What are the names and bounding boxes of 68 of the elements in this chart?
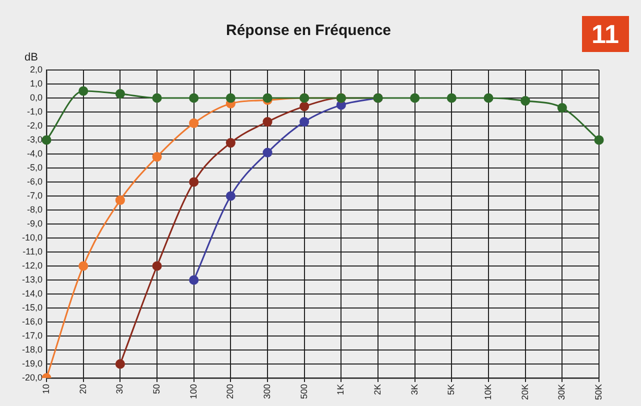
y-tick-label: -2,0: [27, 120, 43, 130]
point: [115, 89, 125, 99]
y-tick-label: -14,0: [22, 288, 43, 298]
point: [115, 195, 125, 205]
point: [410, 93, 420, 103]
point: [594, 135, 604, 145]
y-tick-label: 1,0: [30, 78, 43, 88]
point: [189, 93, 199, 103]
point: [152, 152, 162, 162]
point: [226, 191, 236, 201]
x-tick-label: 3K: [409, 384, 420, 395]
x-tick-label: 100: [188, 384, 198, 400]
y-tick-label: -3,0: [27, 134, 43, 144]
y-tick-label: -11,0: [22, 246, 43, 256]
point: [446, 93, 456, 103]
y-tick-label: -7,0: [27, 190, 43, 200]
x-tick-label: 2K: [372, 384, 382, 395]
point: [262, 148, 272, 158]
y-tick-label: -5,0: [27, 162, 43, 172]
y-tick-label: -4,0: [27, 148, 43, 158]
y-tick-label: -13,0: [22, 274, 43, 284]
y-tick-label: -12,0: [22, 260, 43, 270]
y-axis-title: dB: [24, 52, 38, 64]
point: [557, 103, 567, 113]
x-tick-label: 10K: [482, 384, 493, 400]
y-tick-label: 0,0: [30, 92, 43, 102]
y-tick-label: -15,0: [22, 302, 43, 312]
y-tick-label: -9,0: [27, 218, 43, 228]
y-tick-label: -20,0: [22, 372, 43, 382]
x-tick-label: 20K: [520, 384, 530, 400]
point: [520, 96, 530, 106]
y-tick-label: -1,0: [27, 106, 43, 116]
point: [78, 86, 88, 96]
chart-title: Réponse en Fréquence: [226, 22, 392, 40]
x-tick-label: 50: [151, 384, 162, 394]
point: [262, 117, 272, 127]
y-tick-label: -10,0: [22, 232, 43, 242]
x-tick-label: 30: [114, 384, 125, 394]
point: [152, 261, 162, 271]
y-tick-label: 2,0: [30, 64, 43, 74]
point: [78, 261, 88, 271]
y-tick-label: -6,0: [27, 176, 43, 186]
point: [300, 102, 310, 112]
y-tick-label: -19,0: [22, 358, 43, 368]
x-tick-label: 500: [298, 384, 309, 400]
x-tick-label: 1K: [336, 384, 346, 395]
x-tick-label: 200: [225, 384, 236, 400]
point: [189, 118, 199, 128]
point: [484, 93, 494, 103]
x-tick-label: 30K: [556, 384, 567, 400]
point: [226, 93, 236, 103]
x-tick-label: 5K: [446, 384, 456, 395]
y-tick-label: -17,0: [22, 330, 43, 340]
x-tick-label: 50K: [593, 384, 604, 400]
y-tick-label: -8,0: [27, 204, 43, 214]
point: [152, 93, 162, 103]
point: [300, 117, 310, 127]
point: [42, 135, 52, 145]
point: [189, 275, 199, 285]
y-tick-label: -18,0: [22, 344, 43, 354]
point: [115, 359, 125, 369]
point: [189, 177, 199, 187]
x-tick-label: 10: [41, 384, 51, 394]
text: 11: [582, 16, 629, 52]
x-tick-label: 20: [78, 384, 88, 394]
x-tick-label: 300: [262, 384, 272, 400]
point: [226, 138, 236, 148]
y-tick-label: -16,0: [22, 316, 43, 326]
